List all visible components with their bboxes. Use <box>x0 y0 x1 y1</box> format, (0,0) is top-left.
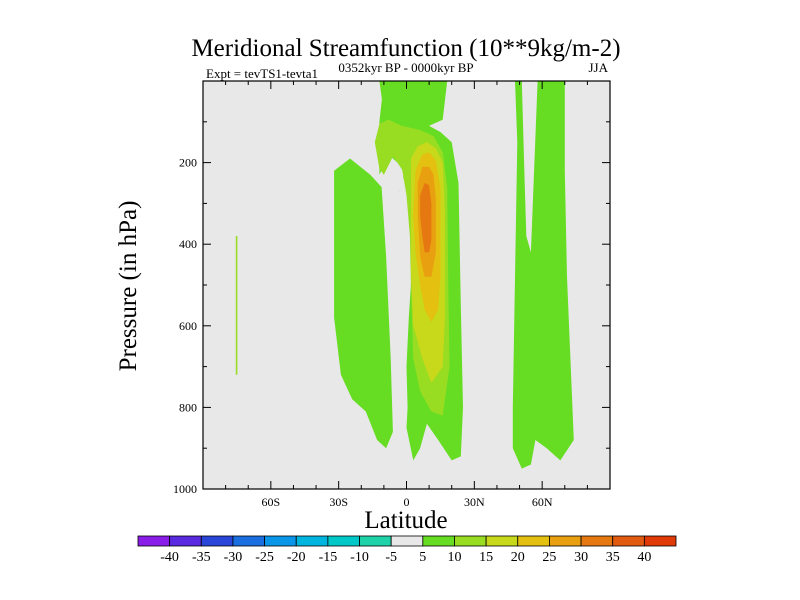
colorbar-swatch-13 <box>549 535 582 547</box>
colorbar-swatch-2 <box>200 535 234 547</box>
x-tick-label: 0 <box>404 495 410 509</box>
colorbar-label: 5 <box>419 550 426 565</box>
right-label: JJA <box>588 60 608 75</box>
colorbar-label: -40 <box>160 550 179 565</box>
colorbar-label: 40 <box>637 550 651 565</box>
contour-region-12 <box>303 170 305 174</box>
contour-region-13 <box>235 236 238 375</box>
colorbar-swatch-6 <box>327 535 360 547</box>
contour-regions <box>221 81 574 469</box>
x-tick-label: 60S <box>261 495 280 509</box>
colorbar-label: 30 <box>574 550 588 565</box>
colorbar-label: 10 <box>448 550 462 565</box>
left-label: Expt = tevTS1-tevta1 <box>206 66 318 81</box>
x-axis-title: Latitude <box>364 507 447 534</box>
colorbar-label: -20 <box>287 550 306 565</box>
colorbar-label: -10 <box>350 550 369 565</box>
contour-region-3 <box>334 158 393 449</box>
colorbar-label: -5 <box>385 550 397 565</box>
contour-region-10 <box>420 183 432 253</box>
contour-region-5 <box>395 174 413 469</box>
colorbar-swatch-15 <box>612 535 645 547</box>
colorbar-swatch-10 <box>454 535 487 547</box>
colorbar-swatch-16 <box>643 535 677 547</box>
colorbar-label: 35 <box>606 550 620 565</box>
x-tick-label: 30S <box>329 495 348 509</box>
chart-title: Meridional Streamfunction (10**9kg/m-2) <box>191 35 620 62</box>
colorbar-swatch-11 <box>485 535 519 547</box>
colorbar-label: 15 <box>479 550 493 565</box>
plot-area <box>202 80 611 490</box>
colorbar-swatch-8 <box>390 535 424 547</box>
colorbar-label: -15 <box>319 550 338 565</box>
y-tick-label: 600 <box>179 319 197 333</box>
x-tick-label: 30N <box>464 495 485 509</box>
colorbar-swatch-9 <box>422 535 455 547</box>
axis-ticks: 60S 30S 0 30N 60N 200 400 600 800 1000 <box>173 81 610 509</box>
y-tick-label: 1000 <box>173 482 197 496</box>
colorbar-label: 25 <box>542 550 556 565</box>
colorbar-swatch-0 <box>137 535 171 547</box>
y-tick-label: 800 <box>179 400 197 414</box>
y-axis-title: Pressure (in hPa) <box>115 201 142 372</box>
colorbar: -40 -35 -30 -25 -20 -15 -10 -5 5 10 15 20 25 30 35 40 <box>137 535 677 565</box>
colorbar-label: 20 <box>511 550 525 565</box>
colorbar-swatch-7 <box>359 535 392 547</box>
x-tick-label: 60N <box>532 495 553 509</box>
contour-region-1 <box>221 81 237 445</box>
colorbar-swatch-4 <box>264 535 297 547</box>
colorbar-label: -35 <box>192 550 211 565</box>
colorbar-swatch-5 <box>295 535 329 547</box>
colorbar-swatch-3 <box>232 535 265 547</box>
contour-region-11 <box>512 81 574 469</box>
colorbar-swatch-14 <box>580 535 614 547</box>
colorbar-label: -25 <box>255 550 274 565</box>
y-tick-label: 400 <box>179 237 197 251</box>
center-label: 0352kyr BP - 0000kyr BP <box>338 60 473 75</box>
colorbar-label: -30 <box>224 550 243 565</box>
y-tick-label: 200 <box>179 156 197 170</box>
colorbar-swatch-12 <box>517 535 550 547</box>
contour-region-2 <box>243 81 251 428</box>
colorbar-swatch-1 <box>169 535 202 547</box>
